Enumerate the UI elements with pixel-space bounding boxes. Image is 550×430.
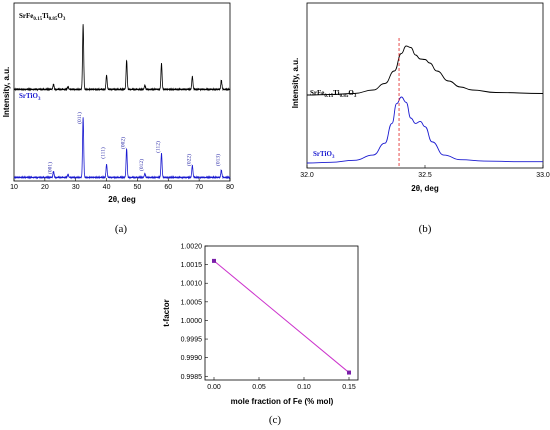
- panel-a-chart: 10 20 30 40 50 60 70 80 (001) (011) (111) (002) (01…: [2, 2, 234, 235]
- panel-a-xtick-label: 10: [10, 184, 18, 191]
- panel-a-peak-label: (022): [185, 154, 192, 166]
- panel-c-ytick-label: 1.0000: [181, 318, 203, 325]
- panel-c-frame: [204, 245, 359, 381]
- panel-c-chart: 0.00 0.05 0.10 0.15 0.9985 0.9990 0.9995 1.0000…: [162, 244, 359, 426]
- panel-c-xtick-label: 0.00: [207, 384, 221, 391]
- panel-a-series-label-2: SrTiO3: [19, 92, 41, 102]
- panel-c-data-point: [212, 258, 216, 263]
- panel-c-ytick-label: 1.0010: [181, 281, 203, 288]
- panel-a-peak-label: (011): [76, 112, 83, 124]
- panel-a-xtick-label: 80: [226, 184, 234, 191]
- panel-b-series: [306, 45, 544, 164]
- panel-a-series-label-1: SrFe0.15Ti0.85O3: [19, 12, 66, 22]
- panel-a-ylabel: Intensity, a.u.: [2, 67, 11, 118]
- panel-a-xtick-label: 30: [72, 184, 80, 191]
- panel-b-frame: [306, 2, 544, 169]
- panel-b-xtick-label: 32.0: [300, 172, 314, 179]
- panel-b-caption: (b): [419, 223, 432, 235]
- panel-a-xtick-label: 40: [103, 184, 111, 191]
- panel-c-data-point: [347, 370, 351, 375]
- panel-b-chart: 32.0 32.5 33.0 Intensity, a.u. 2θ, deg SrF…: [291, 2, 550, 235]
- panel-c-ytick-label: 1.0015: [181, 262, 203, 269]
- panel-b-series-line-1: [306, 45, 544, 96]
- panel-a-frame: [13, 2, 231, 182]
- panel-a-peak-label: (001): [46, 162, 53, 174]
- panel-c-ticks: 0.00 0.05 0.10 0.15 0.9985 0.9990 0.9995 1.0000…: [181, 244, 356, 392]
- panel-a-peak-label: (111): [100, 147, 107, 159]
- panel-c-ytick-label: 0.9990: [181, 355, 203, 362]
- panel-b-xtick-label: 32.5: [418, 172, 432, 179]
- panel-b-series-label-2: SrTiO3: [313, 150, 335, 160]
- panel-a-xtick-label: 60: [164, 184, 172, 191]
- panel-a-peak-label: (012): [138, 159, 145, 171]
- panel-c-ytick-label: 0.9985: [181, 374, 203, 381]
- panel-a-xtick-label: 70: [195, 184, 203, 191]
- panel-a-xtick-label: 50: [134, 184, 142, 191]
- panel-c-xtick-label: 0.05: [252, 384, 266, 391]
- panel-b-x-ticks: 32.0 32.5 33.0: [300, 165, 550, 179]
- panel-c-series: [212, 258, 351, 375]
- panel-a-peak-label: (112): [154, 141, 161, 153]
- panel-b-xlabel: 2θ, deg: [411, 184, 439, 193]
- panel-a-series-line-1: [13, 24, 231, 92]
- panel-c-ytick-label: 0.9995: [181, 337, 203, 344]
- panel-c-ytick-label: 1.0005: [181, 299, 203, 306]
- panel-a-x-ticks: 10 20 30 40 50 60 70 80: [10, 178, 234, 191]
- panel-a-annotations: (001) (011) (111) (002) (012) (112) (022) (013): [46, 112, 221, 174]
- panel-a-peak-label: (002): [120, 137, 127, 149]
- panel-c-ylabel: t-factor: [162, 299, 171, 327]
- panel-c-xtick-label: 0.10: [297, 384, 311, 391]
- panel-b-ylabel: Intensity, a.u.: [291, 58, 300, 109]
- panel-a-series: [13, 24, 231, 180]
- panel-b-series-line-2: [306, 96, 543, 164]
- panel-c-xtick-label: 0.15: [342, 384, 356, 391]
- panel-a-series-line-2: [13, 117, 231, 180]
- panel-c-xlabel: mole fraction of Fe (% mol): [231, 397, 334, 406]
- panel-a-caption: (a): [115, 223, 128, 235]
- panel-a-xtick-label: 20: [41, 184, 49, 191]
- panel-c-caption: (c): [269, 414, 282, 426]
- panel-c-series-line: [213, 260, 350, 373]
- panel-a-peak-label: (013): [214, 154, 221, 166]
- panel-c-ytick-label: 1.0020: [181, 244, 203, 251]
- panel-a-xlabel: 2θ, deg: [108, 195, 136, 204]
- panel-b-xtick-label: 33.0: [536, 172, 550, 179]
- panel-b-series-label-1: SrFe0.15Ti0.85O3: [310, 89, 357, 99]
